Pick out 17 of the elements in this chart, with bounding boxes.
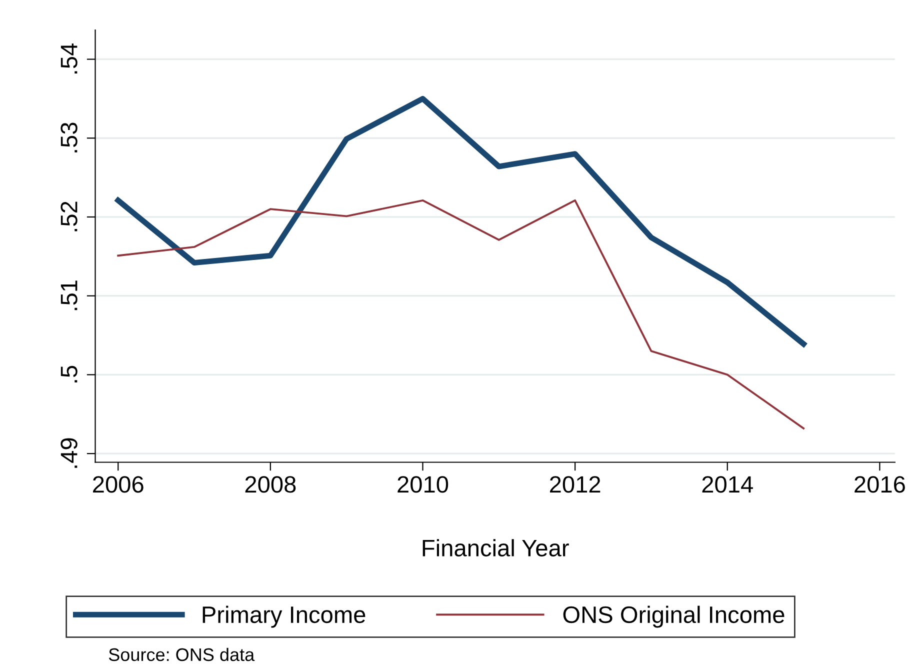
legend-label: Primary Income bbox=[202, 606, 366, 628]
y-tick-label: .52 bbox=[60, 202, 78, 232]
x-axis-title: Financial Year bbox=[422, 539, 569, 556]
legend-label: ONS Original Income bbox=[563, 606, 784, 628]
y-tick-label: .54 bbox=[60, 44, 78, 74]
y-tick-label: .5 bbox=[60, 366, 78, 382]
x-tick-label: 2006 bbox=[93, 476, 144, 493]
source-note: Source: ONS data bbox=[108, 648, 255, 662]
y-tick-label: .49 bbox=[60, 438, 78, 468]
x-tick-label: 2012 bbox=[550, 476, 600, 493]
y-tick-label: .51 bbox=[60, 280, 78, 310]
x-tick-label: 2014 bbox=[702, 476, 753, 493]
y-tick-label: .53 bbox=[60, 122, 78, 152]
line-series bbox=[117, 199, 805, 430]
x-tick-label: 2008 bbox=[245, 476, 296, 493]
x-tick-label: 2010 bbox=[398, 476, 448, 493]
x-tick-label: 2016 bbox=[854, 476, 905, 493]
